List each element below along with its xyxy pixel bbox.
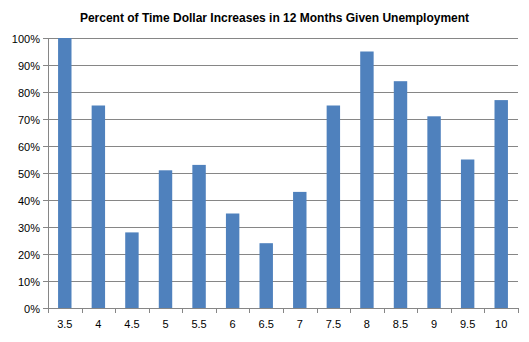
grid-line	[48, 227, 518, 228]
grid-line	[48, 119, 518, 120]
x-tick-label: 6	[230, 318, 236, 330]
x-tick	[350, 308, 351, 313]
chart-svg: Percent of Time Dollar Increases in 12 M…	[0, 0, 529, 342]
y-tick	[43, 254, 48, 255]
y-tick	[43, 65, 48, 66]
x-tick-label: 8	[364, 318, 370, 330]
x-tick-label: 9.5	[460, 318, 475, 330]
bar	[327, 106, 340, 309]
y-tick-label: 80%	[18, 87, 40, 99]
x-tick	[82, 308, 83, 313]
bar	[92, 106, 105, 309]
x-tick-label: 3.5	[57, 318, 72, 330]
x-tick	[283, 308, 284, 313]
bar	[394, 81, 407, 308]
y-tick	[43, 200, 48, 201]
chart-title: Percent of Time Dollar Increases in 12 M…	[80, 11, 469, 25]
bar	[360, 52, 373, 309]
x-tick	[484, 308, 485, 313]
y-tick	[43, 119, 48, 120]
y-tick-label: 50%	[18, 168, 40, 180]
x-tick	[149, 308, 150, 313]
x-tick-label: 5	[162, 318, 168, 330]
y-tick	[43, 173, 48, 174]
bars	[58, 38, 508, 308]
x-tick	[182, 308, 183, 313]
x-tick	[216, 308, 217, 313]
x-tick	[48, 308, 49, 313]
x-tick-label: 7	[297, 318, 303, 330]
x-tick-label: 9	[431, 318, 437, 330]
bar	[226, 214, 239, 309]
grid-line	[48, 173, 518, 174]
y-tick	[43, 92, 48, 93]
grid-line	[48, 65, 518, 66]
x-tick-label: 8.5	[393, 318, 408, 330]
x-tick	[518, 308, 519, 313]
y-tick-label: 60%	[18, 141, 40, 153]
bar	[427, 116, 440, 308]
grid-line	[48, 281, 518, 282]
y-tick-label: 100%	[12, 33, 40, 45]
grid-line	[48, 254, 518, 255]
x-tick-label: 6.5	[259, 318, 274, 330]
x-tick	[417, 308, 418, 313]
x-tick	[451, 308, 452, 313]
bar	[58, 38, 71, 308]
bar	[293, 192, 306, 308]
bar	[495, 100, 508, 308]
x-tick-label: 10	[495, 318, 507, 330]
y-axis	[48, 38, 49, 308]
x-tick-label: 4.5	[124, 318, 139, 330]
y-tick	[43, 38, 48, 39]
x-tick-label: 5.5	[191, 318, 206, 330]
y-tick-label: 90%	[18, 60, 40, 72]
bar	[159, 170, 172, 308]
bar	[192, 165, 205, 308]
grid-line	[48, 38, 518, 39]
x-tick	[317, 308, 318, 313]
bar	[260, 243, 273, 308]
x-tick-label: 4	[95, 318, 101, 330]
y-tick-label: 30%	[18, 222, 40, 234]
y-tick	[43, 308, 48, 309]
y-tick	[43, 146, 48, 147]
background	[0, 0, 529, 342]
x-tick	[384, 308, 385, 313]
x-tick	[115, 308, 116, 313]
x-tick	[249, 308, 250, 313]
y-tick-label: 10%	[18, 276, 40, 288]
chart-container: Percent of Time Dollar Increases in 12 M…	[0, 0, 529, 342]
bar	[461, 160, 474, 309]
y-tick-label: 70%	[18, 114, 40, 126]
y-tick-label: 0%	[24, 303, 40, 315]
bar	[125, 232, 138, 308]
x-tick-label: 7.5	[326, 318, 341, 330]
grid-line	[48, 92, 518, 93]
y-tick	[43, 281, 48, 282]
y-tick-label: 20%	[18, 249, 40, 261]
y-tick-label: 40%	[18, 195, 40, 207]
y-tick	[43, 227, 48, 228]
grid-line	[48, 200, 518, 201]
grid-line	[48, 146, 518, 147]
